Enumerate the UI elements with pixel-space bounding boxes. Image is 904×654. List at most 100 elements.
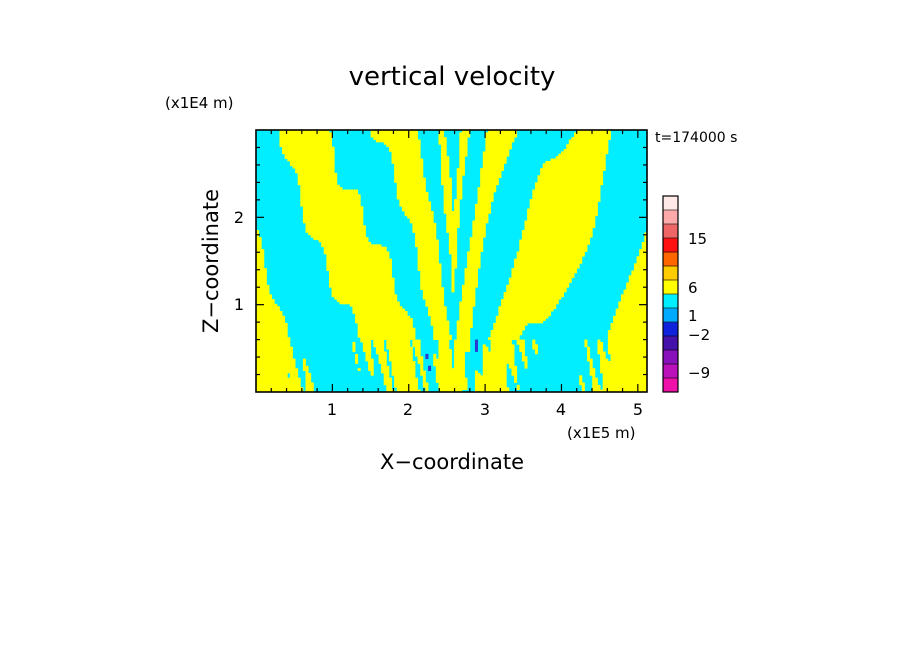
field-cell: [409, 220, 413, 224]
field-cell: [258, 275, 262, 279]
field-cell: [331, 256, 335, 260]
field-cell: [430, 299, 434, 302]
field-cell: [472, 287, 476, 290]
field-cell: [401, 380, 405, 383]
field-cell: [435, 372, 439, 376]
field-cell: [305, 196, 309, 200]
field-cell: [407, 334, 411, 338]
field-cell: [415, 230, 419, 233]
field-cell: [461, 291, 465, 295]
field-cell: [279, 365, 283, 369]
field-cell: [321, 146, 325, 150]
field-cell: [487, 168, 491, 171]
field-cell: [365, 318, 369, 321]
field-cell: [302, 199, 306, 202]
field-cell: [391, 149, 395, 152]
field-cell: [482, 201, 486, 205]
field-cell: [308, 137, 312, 140]
field-cell: [422, 208, 426, 212]
field-cell: [323, 220, 327, 224]
field-cell: [441, 132, 445, 136]
field-cell: [412, 387, 416, 391]
field-cell: [401, 341, 405, 345]
field-cell: [456, 168, 460, 171]
field-cell: [305, 222, 309, 226]
field-cell: [282, 337, 286, 340]
field-cell: [381, 346, 385, 350]
field-cell: [399, 375, 403, 379]
field-cell: [409, 153, 413, 157]
field-cell: [282, 389, 286, 392]
field-cell: [378, 327, 382, 331]
field-cell: [438, 322, 442, 326]
field-cell: [370, 277, 374, 281]
field-cell: [362, 334, 366, 338]
field-cell: [313, 149, 317, 152]
field-cell: [386, 280, 390, 283]
field-cell: [438, 368, 442, 371]
field-cell: [498, 327, 502, 331]
field-cell: [362, 270, 366, 274]
field-cell: [417, 220, 421, 224]
field-cell: [391, 134, 395, 138]
field-cell: [461, 296, 465, 300]
field-cell: [443, 144, 447, 148]
field-cell: [310, 203, 314, 207]
field-cell: [256, 282, 260, 286]
field-cell: [407, 375, 411, 379]
field-cell: [279, 375, 283, 379]
field-cell: [378, 130, 382, 133]
field-cell: [498, 156, 502, 159]
field-cell: [331, 232, 335, 236]
field-cell: [263, 389, 267, 392]
field-cell: [375, 318, 379, 321]
field-cell: [399, 334, 403, 338]
field-cell: [477, 237, 481, 240]
field-cell: [305, 165, 309, 169]
field-cell: [339, 268, 343, 271]
field-cell: [451, 389, 455, 392]
field-cell: [315, 168, 319, 171]
field-cell: [344, 241, 348, 245]
field-cell: [461, 330, 465, 333]
field-cell: [323, 215, 327, 219]
field-cell: [365, 337, 369, 340]
field-cell: [482, 151, 486, 155]
field-cell: [328, 249, 332, 252]
field-cell: [464, 153, 468, 157]
field-cell: [430, 234, 434, 238]
field-cell: [474, 339, 478, 343]
field-cell: [261, 249, 265, 252]
field-cell: [331, 215, 335, 219]
field-cell: [328, 210, 332, 214]
field-cell: [349, 287, 353, 290]
field-cell: [334, 196, 338, 200]
field-cell: [360, 220, 364, 224]
field-cell: [352, 346, 356, 350]
field-cell: [261, 387, 265, 391]
field-cell: [305, 137, 309, 140]
field-cell: [404, 382, 408, 386]
field-cell: [404, 344, 408, 348]
field-cell: [331, 163, 335, 167]
field-cell: [435, 263, 439, 267]
field-cell: [487, 208, 491, 212]
field-cell: [435, 327, 439, 331]
field-cell: [271, 299, 275, 302]
field-cell: [383, 275, 387, 279]
field-cell: [344, 265, 348, 269]
field-cell: [407, 213, 411, 217]
field-cell: [438, 351, 442, 355]
field-cell: [326, 234, 330, 238]
field-cell: [477, 215, 481, 219]
field-cell: [344, 270, 348, 274]
field-cell: [370, 280, 374, 283]
field-cell: [498, 365, 502, 369]
field-cell: [357, 206, 361, 209]
field-cell: [360, 206, 364, 209]
field-cell: [394, 368, 398, 371]
field-cell: [420, 177, 424, 181]
field-cell: [289, 370, 293, 374]
field-cell: [355, 237, 359, 240]
field-cell: [370, 313, 374, 317]
